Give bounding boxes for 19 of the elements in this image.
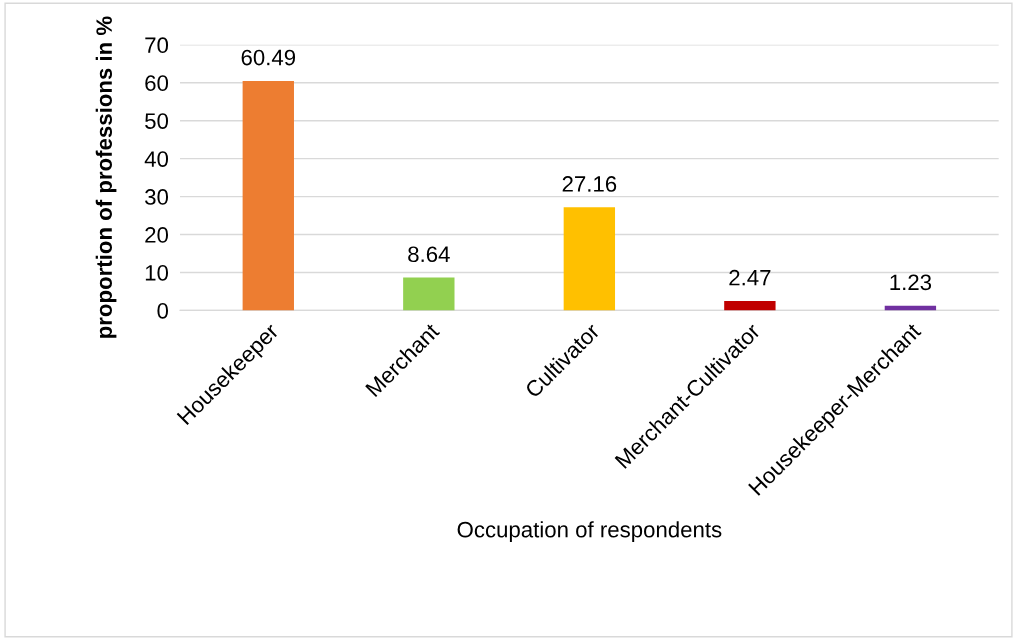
y-tick-label: 10 [145, 264, 169, 281]
y-tick-label: 30 [145, 189, 169, 205]
data-label: 8.64 [408, 246, 450, 263]
bar [242, 80, 294, 311]
y-tick-label: 60 [145, 75, 169, 92]
data-label: 1.23 [890, 274, 932, 291]
y-axis-title: proportion of professions in % [95, 16, 117, 338]
bar [724, 301, 776, 311]
x-axis-title: Occupation of respondents [457, 521, 722, 542]
y-tick-label: 50 [145, 113, 169, 129]
data-label: 60.49 [241, 49, 296, 66]
data-label: 27.16 [562, 176, 617, 192]
data-label: 2.47 [729, 269, 771, 286]
bar [563, 207, 616, 311]
y-tick-label: 20 [145, 227, 169, 243]
y-tick-label: 40 [144, 151, 169, 167]
y-tick-label: 0 [157, 302, 169, 319]
y-tick-label: 70 [145, 37, 169, 54]
bar [403, 277, 455, 311]
